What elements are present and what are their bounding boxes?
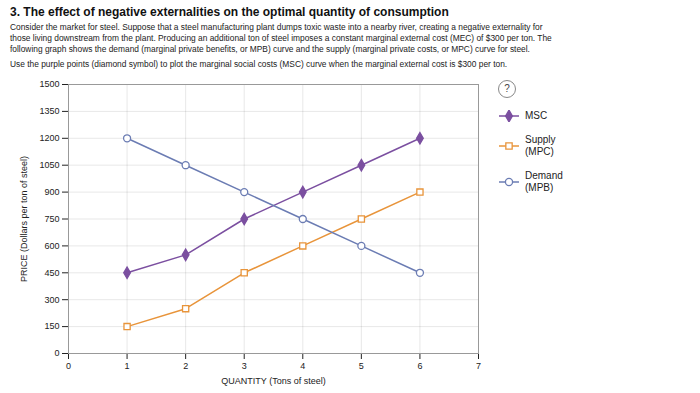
html-text:Demand (MPB): Demand (MPB) bbox=[525, 170, 563, 193]
svg-text:3: 3 bbox=[242, 361, 247, 371]
svg-text:1500: 1500 bbox=[39, 79, 59, 89]
svg-text:300: 300 bbox=[44, 295, 59, 305]
svg-text:150: 150 bbox=[44, 321, 59, 331]
svg-text:600: 600 bbox=[44, 241, 59, 251]
svg-text:4: 4 bbox=[300, 361, 305, 371]
svg-text:1050: 1050 bbox=[39, 160, 59, 170]
svg-text:2: 2 bbox=[183, 361, 188, 371]
svg-text:0: 0 bbox=[54, 348, 59, 358]
html-text:3. The effect of negative exte: 3. The effect of negative externalities … bbox=[10, 5, 449, 19]
svg-text:1350: 1350 bbox=[39, 106, 59, 116]
svg-text:QUANTITY (Tons of steel): QUANTITY (Tons of steel) bbox=[221, 376, 325, 386]
svg-text:1200: 1200 bbox=[39, 133, 59, 143]
html-text:those living downstream from t: those living downstream from the plant. … bbox=[10, 33, 552, 43]
svg-text:450: 450 bbox=[44, 268, 59, 278]
svg-text:6: 6 bbox=[417, 361, 422, 371]
svg-text:1: 1 bbox=[125, 361, 130, 371]
html-text:Use the purple points (diamond: Use the purple points (diamond symbol) t… bbox=[10, 59, 508, 69]
html-text:MSC: MSC bbox=[525, 110, 548, 121]
svg-text:750: 750 bbox=[44, 214, 59, 224]
html-text:Consider the market for steel.: Consider the market for steel. Suppose t… bbox=[10, 22, 543, 32]
svg-text:900: 900 bbox=[44, 187, 59, 197]
html-text:Supply (MPC): Supply (MPC) bbox=[525, 134, 556, 157]
svg-text:0: 0 bbox=[66, 361, 71, 371]
svg-text:5: 5 bbox=[359, 361, 364, 371]
html-text:following graph shows the dema: following graph shows the demand (margin… bbox=[10, 44, 530, 54]
svg-text:7: 7 bbox=[476, 361, 481, 371]
svg-text:PRICE (Dollars per ton of stee: PRICE (Dollars per ton of steel) bbox=[19, 156, 29, 282]
